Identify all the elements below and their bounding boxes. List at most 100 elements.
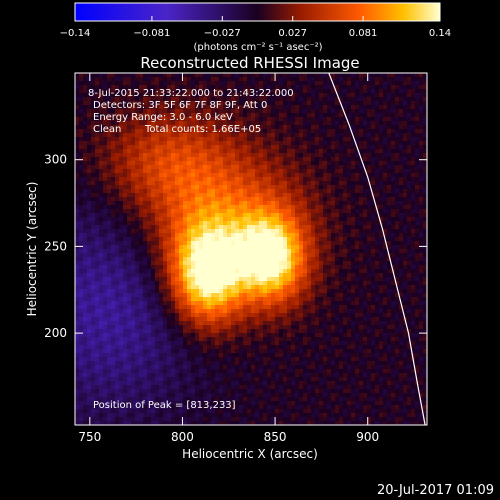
- heatmap-cell: [359, 213, 364, 218]
- heatmap-cell: [99, 133, 104, 138]
- heatmap-cell: [183, 281, 188, 286]
- heatmap-cell: [219, 149, 224, 154]
- heatmap-cell: [415, 105, 420, 110]
- heatmap-cell: [195, 141, 200, 146]
- heatmap-cell: [99, 113, 104, 118]
- heatmap-cell: [255, 193, 260, 198]
- heatmap-cell: [355, 277, 360, 282]
- heatmap-cell: [111, 201, 116, 206]
- heatmap-cell: [295, 257, 300, 262]
- heatmap-cell: [103, 73, 108, 78]
- heatmap-cell: [167, 241, 172, 246]
- heatmap-cell: [131, 237, 136, 242]
- heatmap-cell: [419, 233, 424, 238]
- heatmap-cell: [415, 73, 420, 78]
- heatmap-cell: [207, 173, 212, 178]
- heatmap-cell: [175, 293, 180, 298]
- heatmap-cell: [291, 205, 296, 210]
- heatmap-cell: [259, 77, 264, 82]
- heatmap-cell: [151, 281, 156, 286]
- heatmap-cell: [263, 129, 268, 134]
- heatmap-cell: [231, 137, 236, 142]
- heatmap-cell: [347, 141, 352, 146]
- heatmap-cell: [239, 257, 244, 262]
- heatmap-cell: [199, 161, 204, 166]
- heatmap-cell: [239, 133, 244, 138]
- heatmap-cell: [379, 277, 384, 282]
- heatmap-cell: [127, 177, 132, 182]
- heatmap-cell: [231, 161, 236, 166]
- heatmap-cell: [119, 225, 124, 230]
- heatmap-cell: [159, 265, 164, 270]
- heatmap-cell: [167, 153, 172, 158]
- heatmap-cell: [355, 141, 360, 146]
- heatmap-cell: [163, 181, 168, 186]
- heatmap-cell: [203, 85, 208, 90]
- heatmap-cell: [179, 205, 184, 210]
- heatmap-cell: [103, 225, 108, 230]
- heatmap-cell: [231, 277, 236, 282]
- heatmap-cell: [199, 113, 204, 118]
- heatmap-cell: [223, 253, 228, 258]
- heatmap-cell: [255, 269, 260, 274]
- heatmap-cell: [259, 105, 264, 110]
- heatmap-cell: [379, 161, 384, 166]
- heatmap-cell: [79, 209, 84, 214]
- heatmap-cell: [423, 273, 427, 278]
- heatmap-cell: [275, 153, 280, 158]
- heatmap-cell: [95, 253, 100, 258]
- heatmap-cell: [371, 157, 376, 162]
- heatmap-cell: [83, 189, 88, 194]
- heatmap-cell: [279, 197, 284, 202]
- heatmap-cell: [115, 169, 120, 174]
- heatmap-cell: [175, 197, 180, 202]
- heatmap-cell: [171, 269, 176, 274]
- heatmap-cell: [131, 225, 136, 230]
- heatmap-cell: [187, 221, 192, 226]
- heatmap-cell: [251, 225, 256, 230]
- heatmap-cell: [119, 197, 124, 202]
- heatmap-cell: [355, 289, 360, 294]
- heatmap-cell: [207, 93, 212, 98]
- heatmap-cell: [231, 129, 236, 134]
- heatmap-cell: [247, 105, 252, 110]
- heatmap-cell: [247, 169, 252, 174]
- heatmap-cell: [351, 257, 356, 262]
- heatmap-cell: [219, 285, 224, 290]
- heatmap-cell: [155, 225, 160, 230]
- heatmap-cell: [223, 161, 228, 166]
- heatmap-cell: [131, 141, 136, 146]
- heatmap-cell: [179, 189, 184, 194]
- heatmap-cell: [203, 165, 208, 170]
- heatmap-cell: [163, 261, 168, 266]
- heatmap-cell: [423, 145, 427, 150]
- heatmap-cell: [195, 269, 200, 274]
- heatmap-cell: [167, 73, 172, 78]
- heatmap-cell: [119, 153, 124, 158]
- heatmap-cell: [311, 157, 316, 162]
- heatmap-cell: [135, 237, 140, 242]
- heatmap-cell: [351, 109, 356, 114]
- heatmap-cell: [375, 285, 380, 290]
- heatmap-cell: [223, 209, 228, 214]
- heatmap-cell: [335, 277, 340, 282]
- heatmap-cell: [107, 185, 112, 190]
- heatmap-cell: [107, 81, 112, 86]
- heatmap-cell: [423, 125, 427, 130]
- heatmap-cell: [127, 121, 132, 126]
- heatmap-cell: [227, 205, 232, 210]
- heatmap-cell: [343, 257, 348, 262]
- heatmap-cell: [295, 189, 300, 194]
- heatmap-cell: [131, 269, 136, 274]
- heatmap-cell: [323, 201, 328, 206]
- heatmap-cell: [191, 285, 196, 290]
- heatmap-cell: [151, 89, 156, 94]
- heatmap-cell: [147, 73, 152, 78]
- heatmap-cell: [335, 105, 340, 110]
- heatmap-cell: [91, 209, 96, 214]
- heatmap-cell: [103, 205, 108, 210]
- heatmap-cell: [243, 97, 248, 102]
- heatmap-cell: [107, 169, 112, 174]
- heatmap-cell: [319, 89, 324, 94]
- heatmap-cell: [227, 297, 232, 302]
